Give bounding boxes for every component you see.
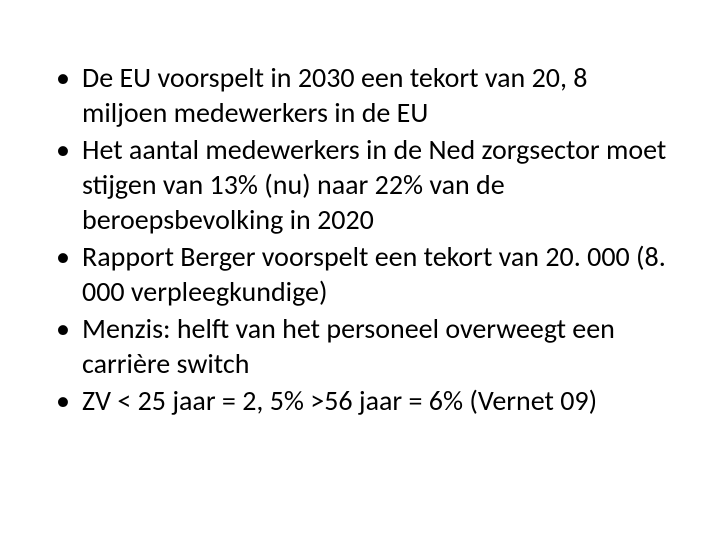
list-item: ZV < 25 jaar = 2, 5% >56 jaar = 6% (Vern… [50, 383, 670, 418]
list-item: Rapport Berger voorspelt een tekort van … [50, 239, 670, 309]
list-item: Het aantal medewerkers in de Ned zorgsec… [50, 132, 670, 237]
list-item: Menzis: helft van het personeel overweeg… [50, 311, 670, 381]
bullet-list: De EU voorspelt in 2030 een tekort van 2… [50, 60, 670, 418]
list-item: De EU voorspelt in 2030 een tekort van 2… [50, 60, 670, 130]
